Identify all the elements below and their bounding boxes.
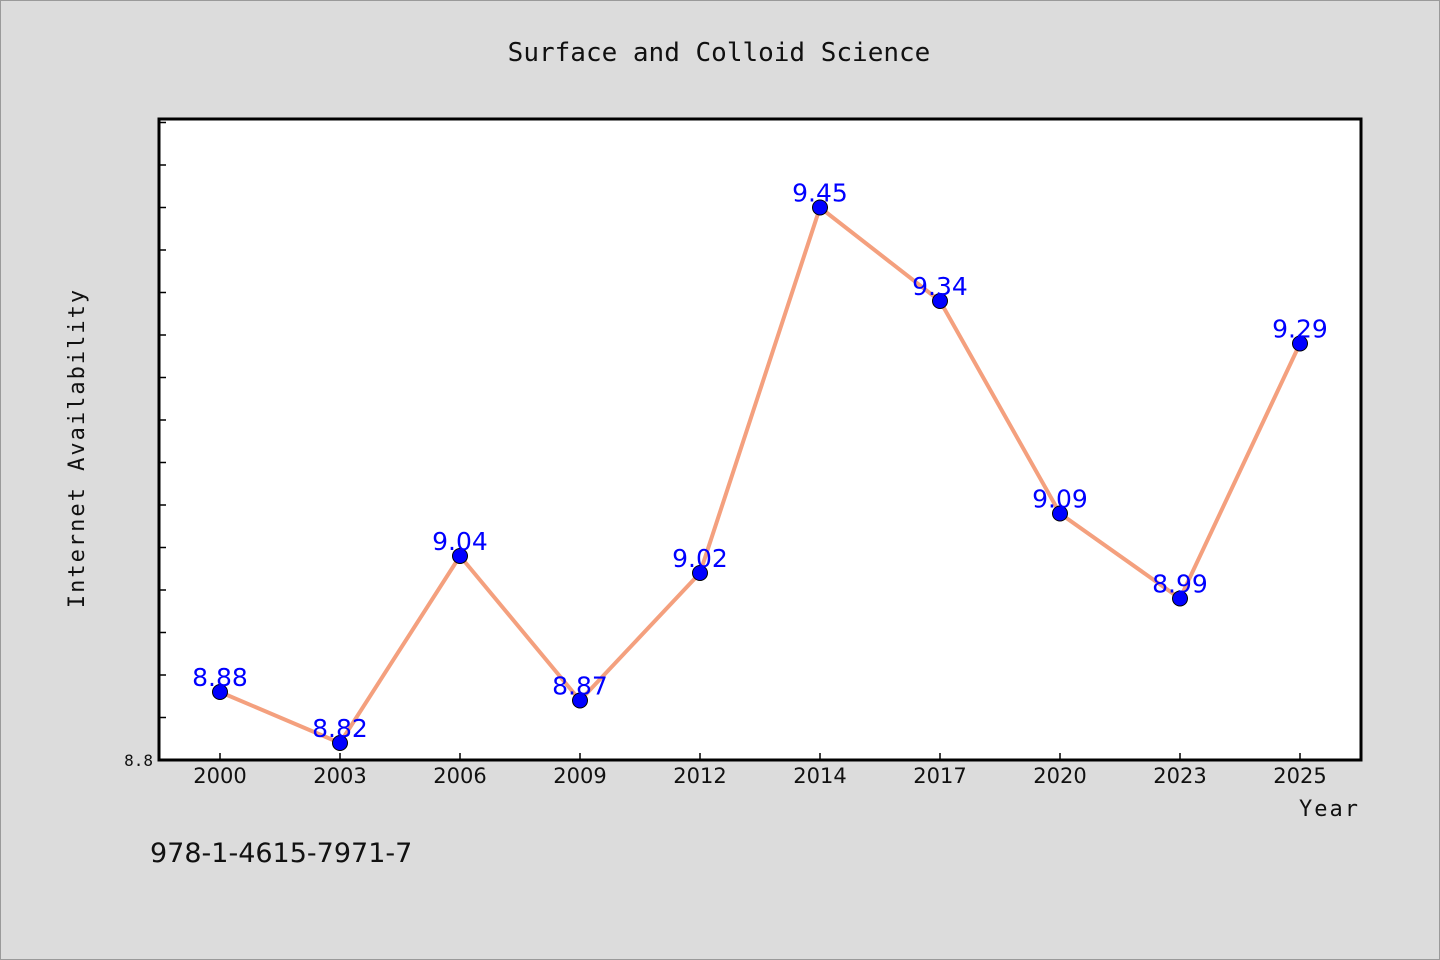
- data-point: [692, 565, 708, 581]
- data-label: 9.04: [432, 527, 488, 556]
- data-point: [1292, 335, 1308, 352]
- x-tick-label: 2003: [313, 764, 366, 788]
- isbn-text: 978-1-4615-7971-7: [150, 838, 412, 869]
- data-label: 9.45: [792, 179, 848, 208]
- y-axis-label: Internet Availability: [65, 288, 90, 608]
- x-tick-label: 2012: [673, 764, 726, 788]
- data-label: 8.82: [312, 714, 368, 743]
- x-tick-label: 2014: [793, 764, 846, 788]
- data-label: 8.87: [552, 672, 608, 701]
- x-tick-label: 2025: [1273, 764, 1326, 788]
- x-tick-label: 2017: [913, 764, 966, 788]
- data-point: [332, 735, 348, 751]
- data-point: [212, 684, 228, 700]
- data-point: [452, 548, 468, 564]
- data-label: 9.02: [672, 544, 728, 573]
- plot-area: [157, 117, 1363, 762]
- y-tick-label: 8.8: [124, 751, 153, 770]
- data-point: [572, 692, 588, 709]
- x-tick-label: 2000: [193, 764, 246, 788]
- chart-title: Surface and Colloid Science: [508, 38, 931, 68]
- y-axis-tick-labels: 8.8: [124, 751, 153, 770]
- data-point: [1172, 590, 1188, 607]
- x-tick-label: 2009: [553, 764, 606, 788]
- series-line: [219, 205, 1302, 745]
- data-label: 9.09: [1032, 485, 1088, 514]
- y-axis-minor-ticks: [159, 121, 166, 719]
- data-label: 8.99: [1152, 570, 1208, 599]
- x-axis-ticks: [219, 753, 1301, 760]
- x-tick-label: 2020: [1033, 764, 1086, 788]
- x-tick-label: 2023: [1153, 764, 1206, 788]
- data-point: [812, 199, 828, 216]
- data-point: [1052, 505, 1068, 522]
- data-label: 8.88: [192, 663, 248, 692]
- x-axis-tick-labels: 2000 2003 2006 2009 2012 2014 2017 2020 2023 2025: [193, 764, 1326, 788]
- x-axis-label: Year: [1299, 797, 1360, 822]
- data-label: 9.34: [912, 272, 968, 301]
- data-point: [932, 293, 948, 309]
- series-line-group: [219, 205, 1302, 745]
- data-label: 9.29: [1272, 315, 1328, 344]
- data-labels: 8.88 8.82 9.04 8.87 9.02 9.45 9.34 9.09 8.99 9.29: [192, 179, 1328, 744]
- x-tick-label: 2006: [433, 764, 486, 788]
- data-markers: [212, 199, 1308, 751]
